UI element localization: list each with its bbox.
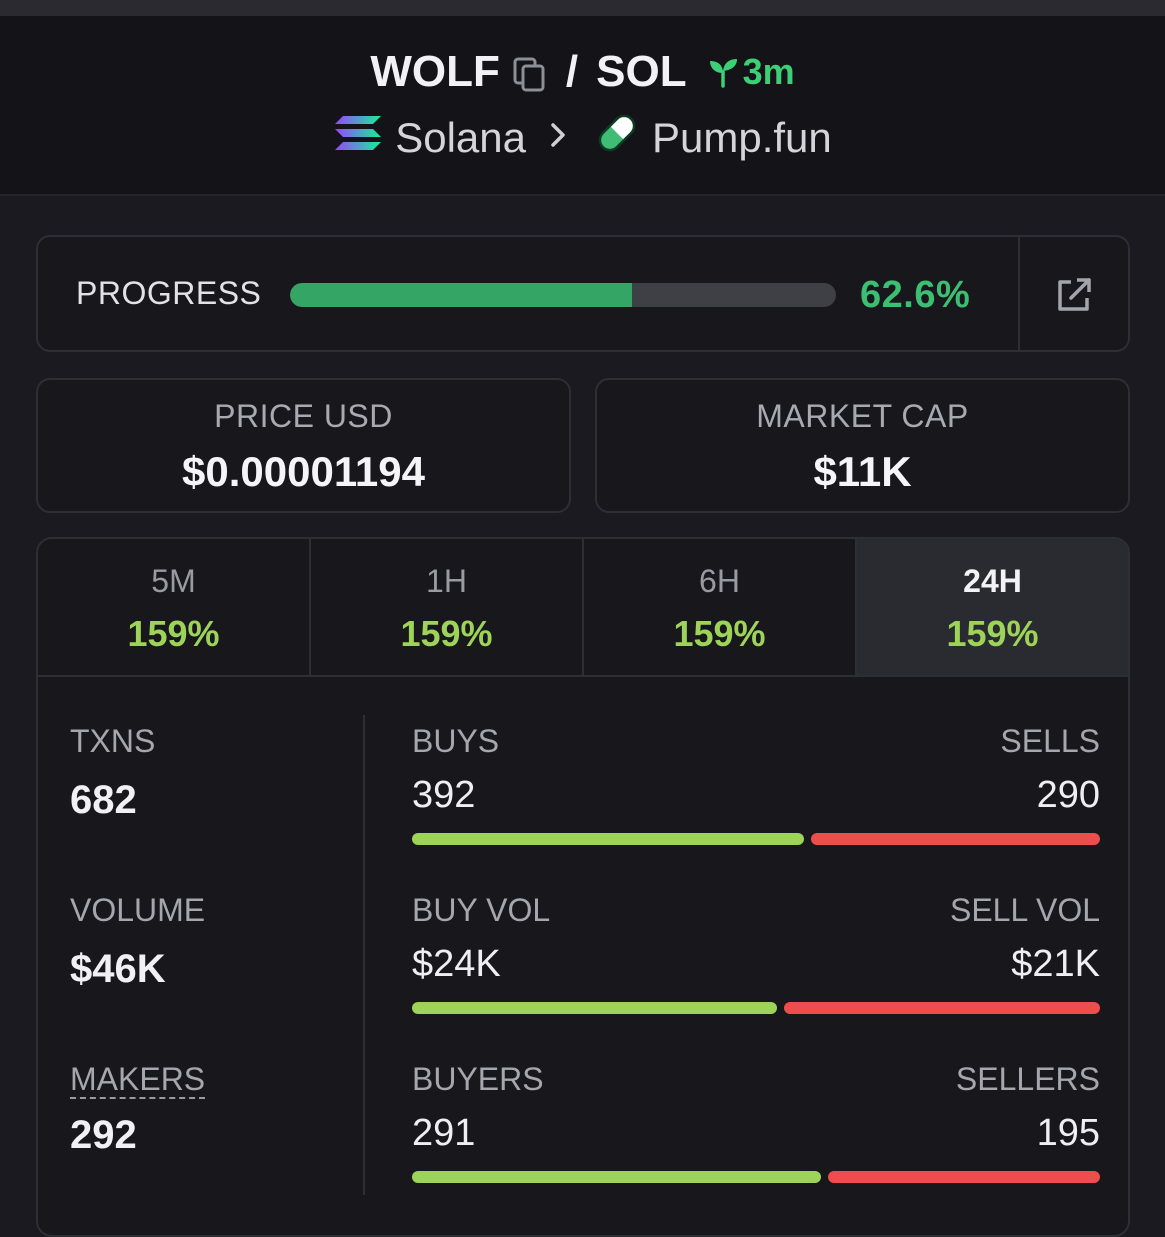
quote-token-symbol: SOL — [596, 47, 687, 96]
tab-1h[interactable]: 1H 159% — [311, 539, 584, 675]
tab-change: 159% — [946, 613, 1039, 654]
tab-change: 159% — [127, 613, 220, 654]
pair-age: 3m — [707, 51, 795, 93]
pill-icon — [594, 110, 640, 166]
tab-label: 1H — [426, 563, 467, 599]
progress-bar-fill — [290, 283, 632, 307]
column-divider — [363, 715, 365, 1195]
buyers-value: 291 — [412, 1112, 476, 1154]
sell-vol-label: SELL VOL — [949, 892, 1100, 928]
tab-6h[interactable]: 6H 159% — [584, 539, 857, 675]
price-usd-value: $0.00001194 — [182, 448, 425, 495]
sells-value: 290 — [1036, 774, 1100, 816]
price-usd-label: PRICE USD — [214, 398, 393, 434]
chevron-right-icon — [548, 117, 568, 160]
progress-label: PROGRESS — [76, 275, 262, 311]
market-cap-label: MARKET CAP — [756, 398, 969, 434]
buy-vol-value: $24K — [412, 943, 501, 985]
buy-sell-volume-split: BUY VOL SELL VOL $24K $21K — [412, 892, 1100, 1014]
volume-bar — [412, 1002, 1100, 1014]
bonding-progress-card: PROGRESS 62.6% — [36, 235, 1130, 352]
pair-age-value: 3m — [742, 51, 795, 92]
sellers-value: 195 — [1036, 1112, 1100, 1154]
volume-metric: VOLUME $46K — [70, 892, 205, 992]
pair-header: WOLF / SOL 3m — [0, 16, 1165, 196]
sell-vol-bar — [783, 1002, 1100, 1014]
sellers-label: SELLERS — [955, 1061, 1100, 1097]
top-strip — [0, 0, 1165, 16]
tab-5m[interactable]: 5M 159% — [38, 539, 311, 675]
makers-metric: MAKERS 292 — [70, 1061, 206, 1158]
buyers-bar — [412, 1171, 821, 1183]
pair-separator: / — [565, 47, 579, 96]
sells-label: SELLS — [1000, 723, 1100, 759]
market-cap-value: $11K — [813, 448, 912, 495]
pair-title: WOLF / SOL 3m — [0, 46, 1165, 98]
sprout-icon — [709, 59, 737, 88]
tab-change: 159% — [400, 613, 493, 654]
tab-change: 159% — [673, 613, 766, 654]
timeframe-tabs: 5M 159% 1H 159% 6H 159% 24H 159% — [38, 539, 1128, 677]
tab-24h[interactable]: 24H 159% — [857, 539, 1128, 675]
progress-divider — [1018, 237, 1020, 350]
txns-value: 682 — [70, 778, 137, 822]
buys-bar — [412, 833, 805, 845]
buys-label: BUYS — [412, 723, 500, 759]
progress-bar — [290, 283, 836, 307]
external-link-icon[interactable] — [1054, 275, 1094, 315]
tab-label: 6H — [699, 563, 740, 599]
buys-value: 392 — [412, 774, 476, 816]
copy-icon[interactable] — [512, 54, 546, 92]
totals-column: TXNS 682 VOLUME $46K MAKERS 292 — [38, 679, 364, 1235]
makers-value: 292 — [70, 1113, 137, 1157]
buys-sells-split: BUYS SELLS 392 290 — [412, 723, 1100, 845]
buyers-label: BUYERS — [412, 1061, 544, 1097]
txns-label: TXNS — [70, 723, 156, 759]
trading-stats-card: 5M 159% 1H 159% 6H 159% 24H 159% TXNS 68… — [36, 537, 1130, 1237]
tab-label: 5M — [151, 563, 196, 599]
makers-label[interactable]: MAKERS — [70, 1061, 206, 1099]
tab-label: 24H — [963, 563, 1022, 599]
sells-bar — [811, 833, 1100, 845]
buy-vol-bar — [412, 1002, 777, 1014]
buys-sells-bar — [412, 833, 1100, 845]
price-usd-card: PRICE USD $0.00001194 — [36, 378, 571, 513]
txns-metric: TXNS 682 — [70, 723, 155, 823]
buyers-sellers-bar — [412, 1171, 1100, 1183]
dex-name[interactable]: Pump.fun — [652, 114, 832, 161]
sell-vol-value: $21K — [1011, 943, 1100, 985]
chain-name[interactable]: Solana — [395, 114, 526, 161]
volume-label: VOLUME — [70, 892, 206, 928]
progress-percent: 62.6% — [860, 274, 971, 316]
buyers-sellers-split: BUYERS SELLERS 291 195 — [412, 1061, 1100, 1183]
market-cap-card: MARKET CAP $11K — [595, 378, 1130, 513]
volume-value: $46K — [70, 947, 166, 991]
buy-vol-label: BUY VOL — [412, 892, 551, 928]
chain-breadcrumb: Solana Pump.fun — [0, 110, 1165, 166]
base-token-symbol: WOLF — [370, 47, 500, 96]
sellers-bar — [827, 1171, 1100, 1183]
solana-logo-icon — [333, 113, 383, 163]
